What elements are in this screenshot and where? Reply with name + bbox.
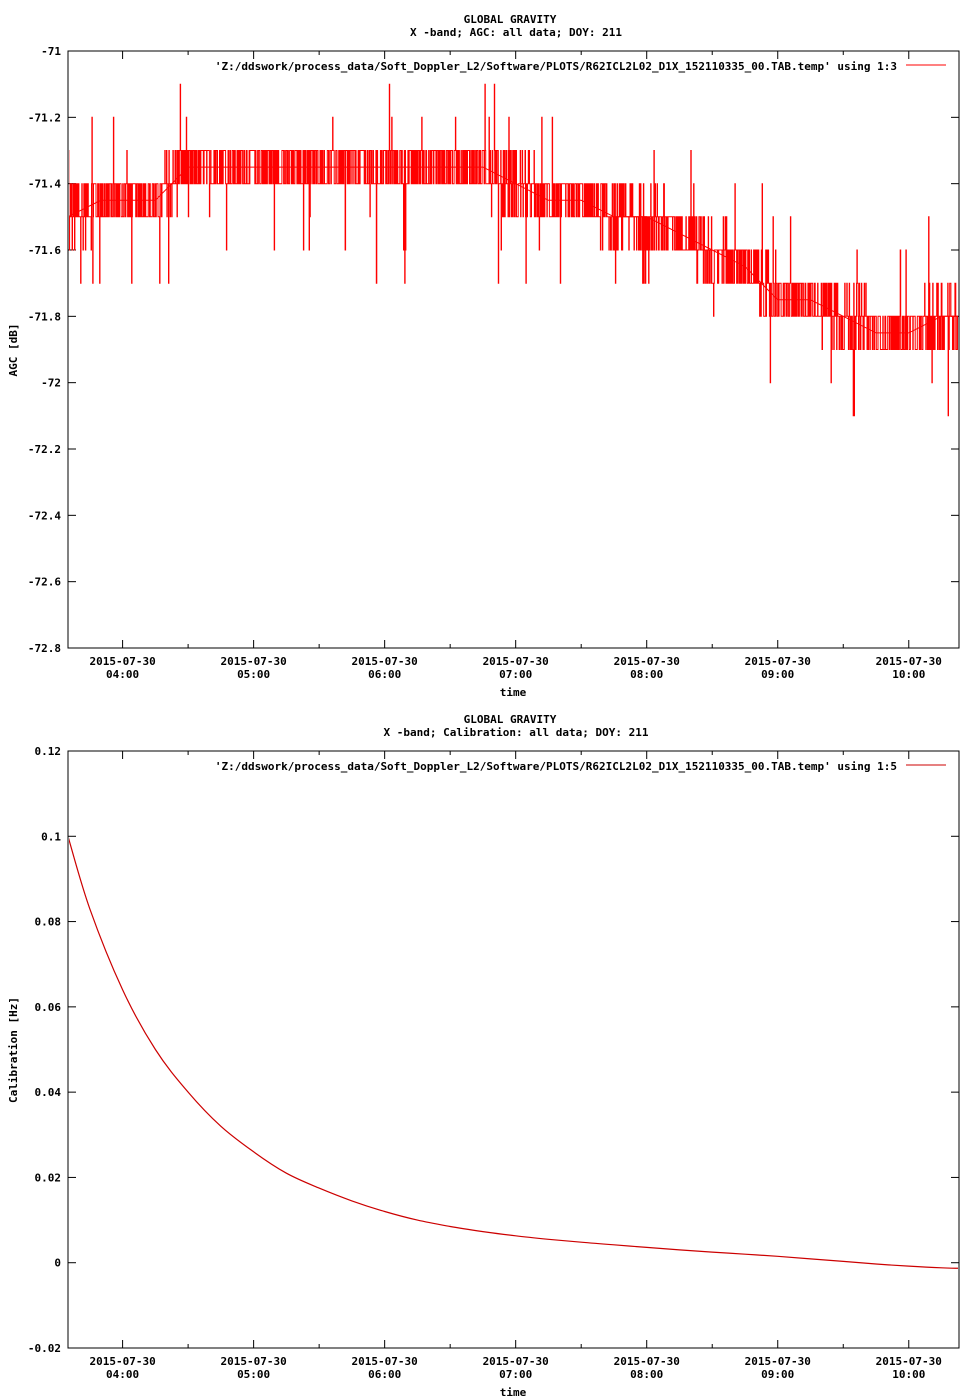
y-tick-label: -72.6 — [28, 576, 61, 589]
y-tick-label: -71.4 — [28, 178, 61, 191]
x-tick-date-label: 2015-07-30 — [876, 1355, 942, 1368]
calibration-x-axis: 2015-07-3004:002015-07-3005:002015-07-30… — [89, 751, 942, 1381]
x-tick-date-label: 2015-07-30 — [745, 655, 811, 668]
calibration-data-curve — [69, 837, 958, 1269]
agc-series-line — [69, 83, 958, 417]
x-tick-date-label: 2015-07-30 — [352, 655, 418, 668]
y-tick-label: -71.2 — [28, 111, 61, 124]
calibration-x-axis-label: time — [500, 1386, 527, 1399]
y-tick-label: -71.8 — [28, 310, 61, 323]
calibration-plot-frame — [67, 750, 960, 1349]
agc-x-axis-label: time — [500, 686, 527, 699]
x-tick-date-label: 2015-07-30 — [89, 1355, 155, 1368]
y-tick-label: -71.6 — [28, 244, 61, 257]
y-tick-label: 0.04 — [35, 1086, 62, 1099]
x-tick-date-label: 2015-07-30 — [352, 1355, 418, 1368]
agc-x-axis: 2015-07-3004:002015-07-3005:002015-07-30… — [89, 51, 942, 681]
x-tick-date-label: 2015-07-30 — [745, 1355, 811, 1368]
x-tick-time-label: 05:00 — [237, 1368, 270, 1381]
agc-y-axis: -71 -71.2 -71.4 -71.6 -71.8 -72 -72.2 -72.4 -72.… — [28, 45, 959, 655]
y-tick-label: -71 — [41, 45, 61, 58]
calibration-chart-title: GLOBAL GRAVITY — [464, 713, 557, 726]
agc-chart-title: GLOBAL GRAVITY — [464, 13, 557, 26]
x-tick-date-label: 2015-07-30 — [614, 1355, 680, 1368]
x-tick-date-label: 2015-07-30 — [221, 1355, 287, 1368]
x-tick-date-label: 2015-07-30 — [221, 655, 287, 668]
x-tick-time-label: 09:00 — [761, 668, 794, 681]
y-tick-label: 0.12 — [35, 745, 62, 758]
x-tick-time-label: 10:00 — [892, 668, 925, 681]
x-tick-date-label: 2015-07-30 — [876, 655, 942, 668]
y-tick-label: -72.8 — [28, 642, 61, 655]
y-tick-label: -72.2 — [28, 443, 61, 456]
y-tick-label: 0.1 — [41, 830, 61, 843]
x-tick-time-label: 07:00 — [499, 1368, 532, 1381]
x-tick-time-label: 10:00 — [892, 1368, 925, 1381]
agc-y-axis-label: AGC [dB] — [7, 324, 20, 377]
x-tick-time-label: 09:00 — [761, 1368, 794, 1381]
agc-chart-subtitle: X -band; AGC: all data; DOY: 211 — [410, 26, 622, 39]
y-tick-label: 0 — [54, 1257, 61, 1270]
calibration-y-axis: 0.12 0.1 0.08 0.06 0.04 0.02 0 -0.02 — [28, 745, 959, 1355]
y-tick-label: -0.02 — [28, 1342, 61, 1355]
x-tick-date-label: 2015-07-30 — [89, 655, 155, 668]
x-tick-date-label: 2015-07-30 — [614, 655, 680, 668]
agc-chart: GLOBAL GRAVITY X -band; AGC: all data; D… — [7, 13, 960, 699]
x-tick-time-label: 08:00 — [630, 668, 663, 681]
calibration-chart-subtitle: X -band; Calibration: all data; DOY: 211 — [384, 726, 649, 739]
y-tick-label: -72.4 — [28, 509, 61, 522]
agc-plot-frame — [67, 50, 960, 649]
x-tick-date-label: 2015-07-30 — [483, 1355, 549, 1368]
calibration-series-line — [69, 837, 958, 1269]
calibration-chart: GLOBAL GRAVITY X -band; Calibration: all… — [7, 713, 960, 1399]
x-tick-time-label: 08:00 — [630, 1368, 663, 1381]
calibration-legend-label: 'Z:/ddswork/process_data/Soft_Doppler_L2… — [215, 760, 897, 773]
agc-legend-label: 'Z:/ddswork/process_data/Soft_Doppler_L2… — [215, 60, 897, 73]
y-tick-label: 0.02 — [35, 1171, 62, 1184]
x-tick-time-label: 05:00 — [237, 668, 270, 681]
agc-data-trace — [69, 83, 958, 417]
x-tick-time-label: 06:00 — [368, 1368, 401, 1381]
y-tick-label: 0.06 — [35, 1001, 62, 1014]
x-tick-time-label: 06:00 — [368, 668, 401, 681]
calibration-y-axis-label: Calibration [Hz] — [7, 997, 20, 1103]
x-tick-time-label: 07:00 — [499, 668, 532, 681]
y-tick-label: 0.08 — [35, 916, 62, 929]
y-tick-label: -72 — [41, 377, 61, 390]
x-tick-date-label: 2015-07-30 — [483, 655, 549, 668]
x-tick-time-label: 04:00 — [106, 1368, 139, 1381]
x-tick-time-label: 04:00 — [106, 668, 139, 681]
